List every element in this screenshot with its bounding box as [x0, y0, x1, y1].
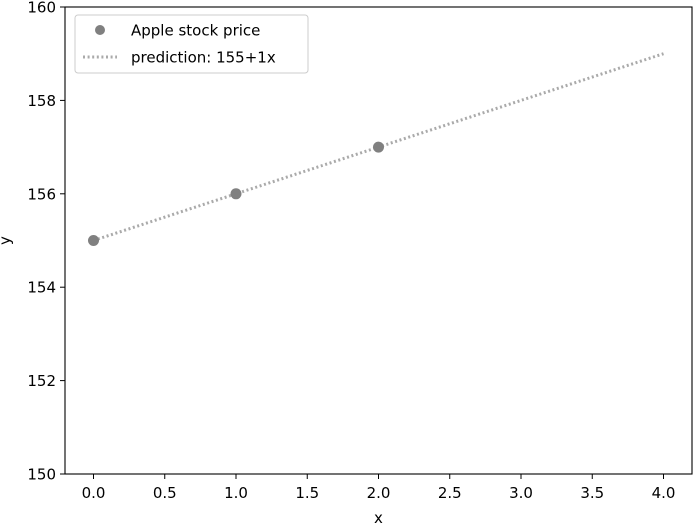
- data-point: [230, 188, 242, 200]
- x-tick-label: 1.5: [295, 484, 319, 502]
- x-tick-label: 3.5: [580, 484, 604, 502]
- legend: Apple stock price prediction: 155+1x: [74, 14, 309, 74]
- legend-box: [74, 14, 309, 74]
- y-tick-label: 150: [27, 466, 56, 484]
- y-tick-label: 158: [27, 92, 56, 110]
- x-tick-label: 2.5: [438, 484, 462, 502]
- data-point: [373, 141, 384, 153]
- plot-frame: [64, 6, 693, 475]
- y-tick-label: 154: [27, 279, 56, 297]
- x-axis-title: x: [374, 509, 383, 525]
- y-axis-title: y: [0, 236, 14, 245]
- x-tick-label: 2.0: [367, 484, 391, 502]
- x-tick-label: 0.5: [153, 484, 177, 502]
- data-point: [88, 235, 99, 246]
- legend-marker-scatter: [95, 25, 105, 35]
- y-tick-label: 160: [27, 0, 56, 17]
- x-tick-label: 4.0: [652, 484, 676, 502]
- axis-ticks: 0.0 0.5 1.0 1.5 2.0 2.5 3.0 3.5 4.0 150 152 154 156 1…: [27, 0, 675, 502]
- y-tick-label: 156: [27, 185, 56, 203]
- plot-area: [88, 52, 664, 246]
- x-tick-label: 3.0: [509, 484, 533, 502]
- legend-label-line: prediction: 155+1x: [131, 49, 276, 67]
- y-tick-label: 152: [27, 372, 56, 390]
- x-tick-label: 1.0: [224, 484, 248, 502]
- legend-label-scatter: Apple stock price: [131, 22, 260, 40]
- x-tick-label: 0.0: [82, 484, 106, 502]
